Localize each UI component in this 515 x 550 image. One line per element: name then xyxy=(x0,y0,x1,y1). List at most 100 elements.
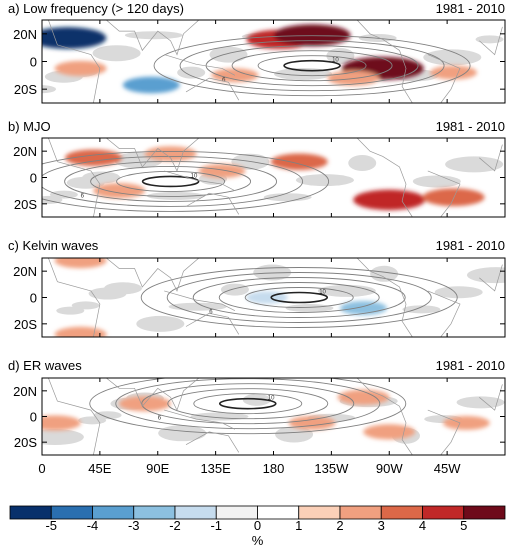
panel-period: 1981 - 2010 xyxy=(436,1,505,16)
contour-ring xyxy=(64,160,278,202)
colorbar-label: -3 xyxy=(128,518,140,533)
colorbar-label: 5 xyxy=(460,518,467,533)
colorbar-segment xyxy=(422,505,465,520)
coastline xyxy=(48,20,503,103)
lon-tick-label: 45W xyxy=(434,461,461,476)
shade-patch xyxy=(177,66,206,79)
contour-lines xyxy=(89,378,407,435)
lon-tick-label: 180 xyxy=(263,461,285,476)
anomaly-blob xyxy=(42,415,81,431)
coast-segment xyxy=(48,258,101,337)
anomaly-blob xyxy=(270,153,328,170)
contour-ring xyxy=(257,55,367,77)
contour-lines xyxy=(153,35,471,97)
shade-patch xyxy=(136,315,185,332)
colorbar-label: -5 xyxy=(45,518,57,533)
contour-ring xyxy=(42,151,330,212)
lat-tick-label: 20S xyxy=(14,435,37,450)
coast-segment xyxy=(185,77,240,101)
shade-patch xyxy=(66,176,105,189)
contour-ring xyxy=(167,388,329,420)
coast-segment xyxy=(356,258,413,337)
anomaly-blob xyxy=(340,301,388,315)
contour-label: 10 xyxy=(319,290,326,296)
shade-patch xyxy=(92,45,141,62)
shade-patch xyxy=(317,284,376,297)
contour-ring xyxy=(141,175,200,188)
colorbar-unit: % xyxy=(252,533,264,548)
coast-segment xyxy=(106,258,200,292)
contour-lines xyxy=(140,267,458,328)
contour-ring xyxy=(270,291,329,304)
lat-tick-label: 20N xyxy=(13,27,37,42)
shade-patch xyxy=(56,306,85,315)
shade-patch xyxy=(42,429,84,446)
colorbar-label: 3 xyxy=(378,518,385,533)
anomaly-blob xyxy=(422,188,485,207)
coast-segment xyxy=(427,409,461,455)
coast-segment xyxy=(427,290,461,337)
coast-segment xyxy=(479,384,503,411)
anomaly-blob xyxy=(144,146,197,162)
shade-patch xyxy=(285,304,334,313)
shade-patch xyxy=(275,426,314,443)
lat-tick-label: 20S xyxy=(14,82,37,97)
panel-period: 1981 - 2010 xyxy=(436,358,505,373)
anomaly-blob xyxy=(54,326,107,337)
shade-patch xyxy=(423,49,482,66)
panel-2: 10 6 b) MJO 1981 - 2010 20N 0 20S xyxy=(8,119,506,218)
contour-label: 6 xyxy=(81,193,85,199)
colorbar-label: -2 xyxy=(169,518,181,533)
lon-tick-label: 90E xyxy=(146,461,169,476)
shade-patch xyxy=(42,85,56,94)
contour-label: 10 xyxy=(332,58,339,64)
anomaly-blob xyxy=(54,60,107,77)
lat-tick-label: 20N xyxy=(13,144,37,159)
contour-ring xyxy=(166,272,432,323)
panel-title: d) ER waves xyxy=(8,358,82,373)
panel-title: b) MJO xyxy=(8,119,51,134)
colorbar-label: 0 xyxy=(254,518,261,533)
colorbar-segment xyxy=(380,505,423,520)
map-content: 10 6 xyxy=(42,20,504,103)
map-content: 10 6 xyxy=(42,378,505,455)
colorbar-label: 2 xyxy=(336,518,343,533)
lat-tick-label: 20N xyxy=(13,384,37,399)
coast-segment xyxy=(479,264,503,292)
coast-segment xyxy=(164,409,236,430)
contour-ring xyxy=(42,156,304,207)
coast-segment xyxy=(356,378,413,455)
shade-patch xyxy=(168,302,227,311)
lat-tick-label: 20S xyxy=(14,197,37,212)
lat-tick-label: 0 xyxy=(30,291,37,306)
contour-ring xyxy=(153,35,471,97)
coast-segment xyxy=(106,378,200,412)
shade-patch xyxy=(124,31,183,40)
colorbar: -5 -4 -3 -2 -1 0 1 2 3 4 5% xyxy=(9,505,506,548)
anomaly-blob xyxy=(93,183,146,199)
shade-patch xyxy=(295,174,354,187)
shade-patch xyxy=(456,396,505,409)
colorbar-label: -4 xyxy=(87,518,99,533)
colorbar-label: -1 xyxy=(210,518,222,533)
anomaly-blob xyxy=(442,415,490,430)
anomaly-layer xyxy=(42,389,490,440)
contour-ring xyxy=(192,277,406,318)
anomaly-blob xyxy=(363,424,416,440)
shade-patch xyxy=(242,393,271,406)
contour-ring xyxy=(90,165,252,197)
contour-ring xyxy=(193,393,303,415)
lat-tick-label: 0 xyxy=(30,171,37,186)
anomaly-blob xyxy=(430,65,478,80)
coast-segment xyxy=(48,20,101,103)
colorbar-segment xyxy=(215,505,258,520)
panel-3: 10 6 c) Kelvin waves 1981 - 2010 20N 0 20S xyxy=(8,238,506,338)
coast-segment xyxy=(427,170,461,217)
lat-tick-label: 0 xyxy=(30,410,37,425)
shade-patch xyxy=(412,175,461,188)
shade-patch xyxy=(348,155,377,172)
shade-patch xyxy=(209,46,248,63)
coast-segment xyxy=(164,170,236,192)
anomaly-blob xyxy=(288,415,336,430)
